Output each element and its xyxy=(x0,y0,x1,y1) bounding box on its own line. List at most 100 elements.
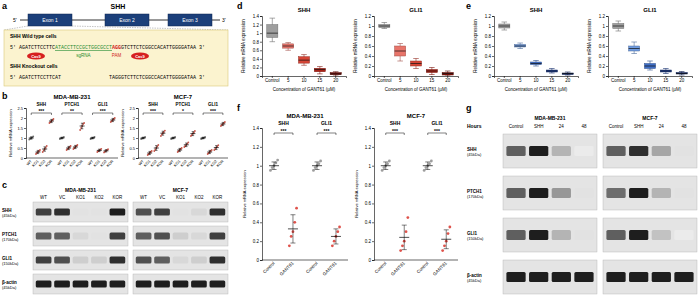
error-cap xyxy=(98,149,101,150)
data-point xyxy=(386,162,389,165)
error-bar xyxy=(91,137,94,139)
panel-label: a xyxy=(2,1,8,11)
tick: 20 xyxy=(333,76,339,83)
box xyxy=(629,46,640,51)
median xyxy=(314,69,325,70)
tick-mark xyxy=(260,25,262,26)
tick-label: 0.2 xyxy=(253,65,260,70)
data-point xyxy=(211,149,213,151)
panel-label: c xyxy=(2,180,7,190)
median xyxy=(562,73,573,74)
tick: 0.2 xyxy=(485,64,494,69)
dot-plot: MCF-7Relative mRNA expression00.20.40.60… xyxy=(354,113,458,277)
tick: 0 xyxy=(21,156,26,161)
data-point xyxy=(76,144,78,146)
band xyxy=(606,188,625,198)
size-label: (45kDa) xyxy=(2,285,17,290)
whisker-cap xyxy=(502,22,508,23)
error-stem xyxy=(222,122,223,125)
data-point xyxy=(164,130,166,132)
lane-label: VC xyxy=(59,195,66,200)
data-point xyxy=(177,151,179,153)
box xyxy=(644,64,655,69)
data-point xyxy=(447,232,450,235)
data-point xyxy=(441,249,444,252)
blot-background xyxy=(133,250,228,270)
data-point xyxy=(448,226,451,229)
band xyxy=(73,209,89,216)
error-cap xyxy=(192,131,195,132)
tick-mark xyxy=(372,66,374,67)
error-bar xyxy=(192,132,195,136)
size-label: (150kDa) xyxy=(467,236,484,241)
gene-title: SHH xyxy=(111,3,126,10)
tick-label: 1.5 xyxy=(129,126,135,131)
error-cap xyxy=(81,123,84,124)
label: SHH Knockout cells xyxy=(10,63,58,69)
data-point xyxy=(103,152,105,154)
box xyxy=(426,70,437,73)
error-cap xyxy=(162,131,165,132)
band xyxy=(506,188,525,198)
error-bar xyxy=(272,162,277,170)
error-cap xyxy=(155,150,158,151)
tick: 0.2 xyxy=(253,239,262,244)
mean-line xyxy=(171,138,176,139)
band xyxy=(606,146,625,156)
error-cap xyxy=(112,121,115,122)
axis-title: Concentration of GANT61 (µM) xyxy=(619,87,682,92)
tick-mark xyxy=(372,241,374,242)
tick: 15 xyxy=(429,76,435,83)
lane-label: 48 xyxy=(681,124,687,129)
tick-label: 1 xyxy=(256,164,259,169)
error-cap xyxy=(333,243,338,244)
tick: 0.8 xyxy=(253,183,262,188)
tick: 1.2 xyxy=(365,145,374,150)
error-bar xyxy=(215,146,218,150)
box-plot: GLI1Relative mRNA expressionConcentratio… xyxy=(587,7,693,92)
data-point xyxy=(63,136,65,138)
error-bar xyxy=(402,225,407,250)
tick-label: 20 xyxy=(565,78,571,83)
error-stem xyxy=(404,225,405,250)
axis-title: Relative mRNA expression xyxy=(241,19,246,73)
tick: 1 xyxy=(602,24,608,29)
tick-label: 10 xyxy=(301,78,307,83)
tick: 0.4 xyxy=(365,54,374,59)
data-point xyxy=(207,153,209,155)
median xyxy=(395,51,406,52)
box xyxy=(499,24,510,28)
data-point xyxy=(319,160,322,163)
error-bar xyxy=(444,230,449,249)
tick-label: 5 xyxy=(287,78,290,83)
whisker-cap xyxy=(517,43,523,44)
blot-background xyxy=(603,176,697,210)
band xyxy=(173,233,189,240)
whisker-cap xyxy=(663,68,669,69)
error-bar xyxy=(290,215,295,243)
sgrna-sequence: ATACCTTCCGCTGGCGCCT xyxy=(55,45,112,51)
data-point xyxy=(53,118,55,120)
error-cap xyxy=(272,169,277,170)
blot-background xyxy=(33,202,128,222)
tick: 15 xyxy=(317,76,323,83)
tick: 0.4 xyxy=(485,54,494,59)
tick-mark xyxy=(260,222,262,223)
tick-label: Control xyxy=(265,78,280,83)
tick-mark xyxy=(260,241,262,242)
whisker-cap xyxy=(429,74,435,75)
tick: 10 xyxy=(413,76,419,83)
median xyxy=(283,46,294,47)
tick-label: 1.4 xyxy=(253,126,260,131)
mean-line xyxy=(97,150,102,151)
tick-label: 0 xyxy=(368,74,371,79)
whisker-cap xyxy=(301,54,307,55)
error-cap xyxy=(105,149,108,150)
tick-mark xyxy=(24,108,26,109)
error-cap xyxy=(112,118,115,119)
tick-mark xyxy=(24,138,26,139)
mean-line xyxy=(104,150,109,151)
tick: 0 xyxy=(368,74,374,79)
chart-title: GLI1 xyxy=(643,7,657,13)
tick-mark xyxy=(24,118,26,119)
